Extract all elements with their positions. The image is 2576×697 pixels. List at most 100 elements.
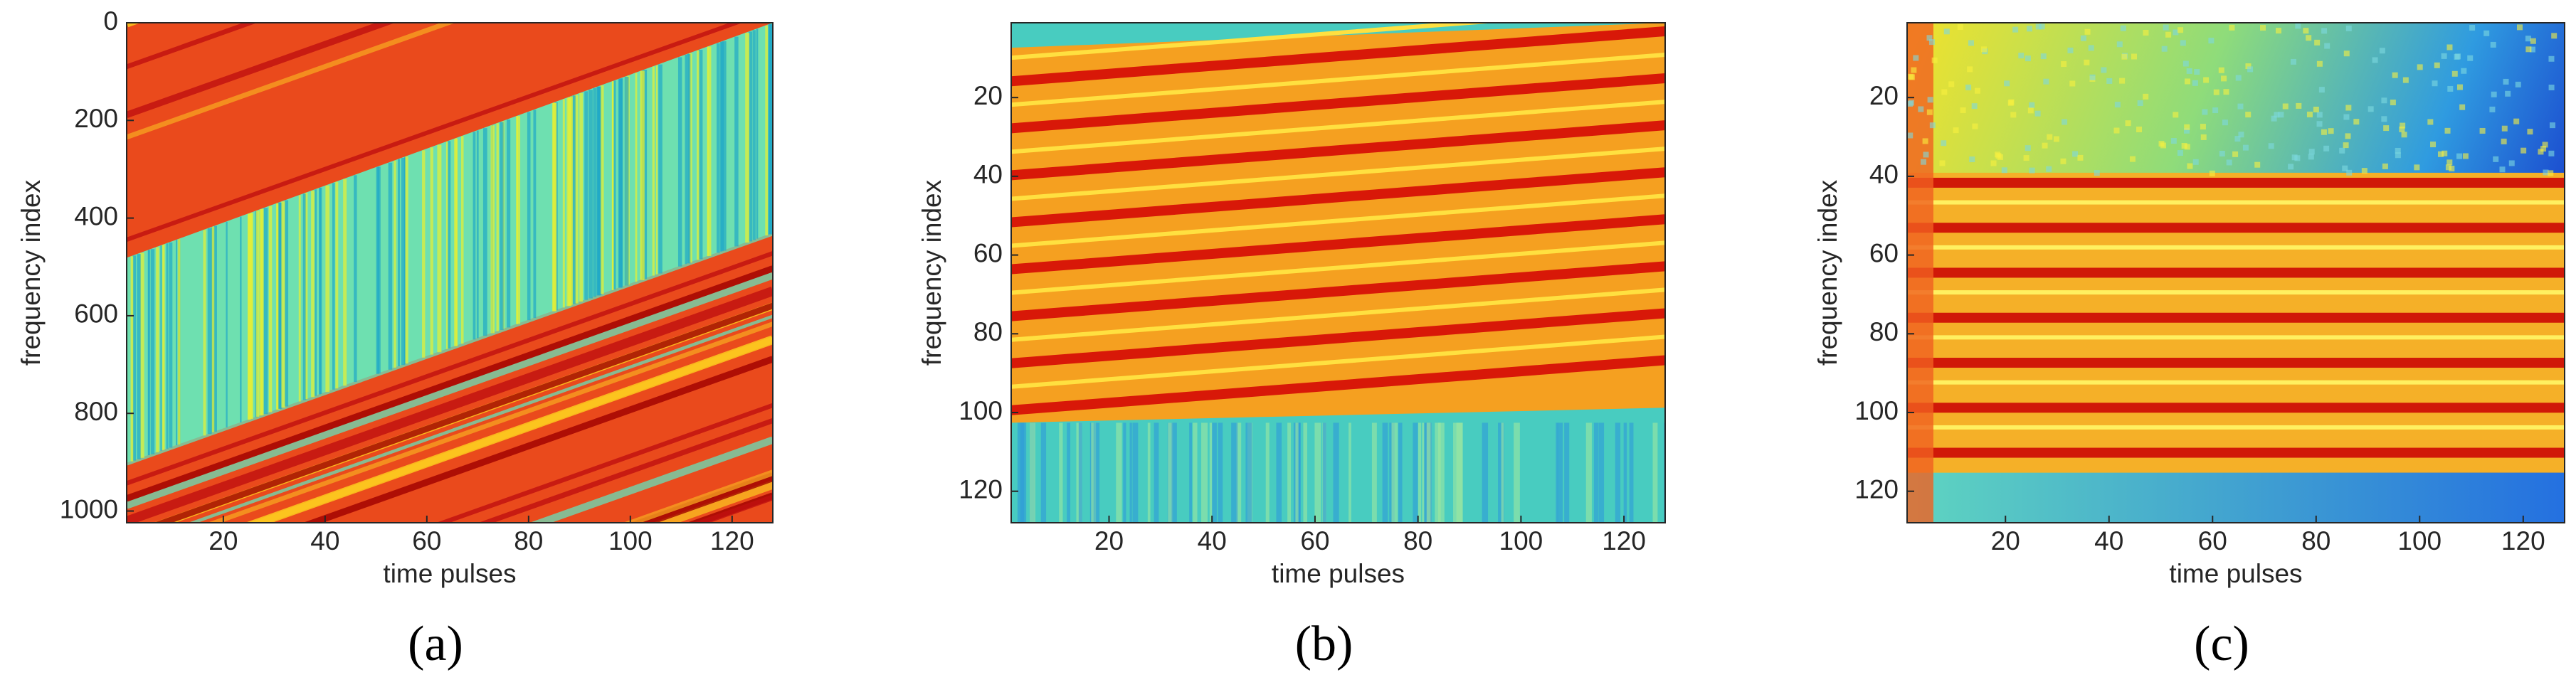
heatmap-stripe — [127, 23, 396, 118]
heatmap-stripe — [1011, 120, 1665, 181]
heatmap-speckle — [2069, 80, 2076, 87]
heatmap-speckle — [2525, 36, 2531, 42]
heatmap-stripe — [1171, 422, 1177, 523]
heatmap-stripe — [302, 356, 773, 523]
heatmap-speckle — [2516, 24, 2523, 31]
heatmap-stripe — [226, 221, 228, 427]
heatmap-speckle — [2053, 136, 2059, 142]
heatmap-speckle — [2178, 27, 2184, 33]
heatmap-speckle — [1923, 151, 1929, 158]
heatmap-speckle — [2034, 110, 2041, 117]
heatmap-speckle — [2372, 57, 2378, 63]
heatmap-speckle — [2564, 171, 2565, 178]
heatmap-stripe — [1422, 422, 1425, 523]
heatmap-stripe — [245, 335, 773, 523]
y-axis-label: frequency index — [16, 179, 46, 366]
heatmap-stripe — [1011, 214, 1665, 275]
heatmap-speckle — [1921, 159, 1927, 165]
heatmap-stripe — [127, 287, 773, 523]
heatmap-stripe — [1907, 290, 2565, 295]
heatmap-stripe — [207, 228, 212, 435]
heatmap-speckle — [1907, 101, 1913, 107]
heatmap-stripe — [1424, 422, 1427, 523]
y-tick-label: 0 — [103, 6, 118, 36]
heatmap-speckle — [2432, 80, 2438, 87]
heatmap-speckle — [2114, 102, 2121, 108]
heatmap-speckle — [2200, 134, 2207, 140]
heatmap-stripe — [281, 201, 286, 408]
heatmap-stripe — [1593, 422, 1599, 523]
heatmap-speckle — [2434, 62, 2440, 68]
heatmap-stripe — [1391, 422, 1398, 523]
heatmap-stripe — [1231, 422, 1238, 523]
heatmap-speckle — [2461, 68, 2467, 74]
heatmap-stripe — [1011, 100, 1665, 154]
heatmap-speckle — [2209, 170, 2215, 176]
heatmap-stripe — [624, 76, 629, 286]
y-axis-label: frequency index — [917, 179, 946, 366]
heatmap-speckle — [2395, 152, 2401, 159]
heatmap-speckle — [2368, 106, 2374, 112]
heatmap-stripe — [527, 112, 531, 321]
heatmap-stripe — [1498, 422, 1504, 523]
heatmap-speckle — [2084, 28, 2091, 35]
x-tick-label: 100 — [1499, 526, 1543, 555]
heatmap-speckle — [2499, 166, 2506, 173]
heatmap-stripe — [1907, 200, 2565, 205]
heatmap-stripe — [1011, 167, 1665, 228]
heatmap-speckle — [2290, 58, 2296, 65]
heatmap-speckle — [2525, 46, 2532, 53]
x-tick-label: 120 — [1602, 526, 1646, 555]
x-tick-label: 20 — [1991, 526, 2020, 555]
heatmap-stripe — [455, 138, 458, 346]
heatmap-stripe — [613, 80, 616, 289]
heatmap-stripe — [652, 66, 655, 276]
heatmap-stripe — [618, 79, 623, 288]
heatmap-stripe — [1059, 422, 1063, 523]
y-axis-label: frequency index — [1813, 179, 1842, 366]
heatmap-speckle — [1997, 154, 2003, 160]
heatmap-speckle — [2163, 24, 2169, 31]
heatmap-speckle — [2321, 129, 2327, 135]
heatmap-speckle — [2029, 167, 2035, 174]
heatmap-speckle — [2237, 103, 2244, 110]
heatmap-stripe — [376, 166, 379, 374]
heatmap-speckle — [2181, 142, 2187, 149]
heatmap-speckle — [2491, 91, 2497, 97]
heatmap-stripe — [1907, 223, 2565, 233]
heatmap-stripe — [574, 95, 579, 304]
heatmap-speckle — [2136, 127, 2143, 133]
heatmap-speckle — [2318, 87, 2325, 93]
heatmap-speckle — [1928, 39, 1935, 46]
heatmap-speckle — [2548, 150, 2555, 156]
heatmap-speckle — [2296, 102, 2302, 109]
heatmap-speckle — [2530, 38, 2536, 44]
heatmap-stripe — [677, 57, 682, 267]
heatmap-speckle — [2321, 28, 2328, 34]
heatmap-stripe — [1040, 422, 1047, 523]
heatmap-speckle — [2306, 35, 2312, 41]
heatmap-speckle — [2288, 164, 2294, 170]
heatmap-stripe — [127, 23, 258, 69]
x-axis-label: time pulses — [1272, 559, 1405, 588]
heatmap-stripe — [1295, 422, 1299, 523]
heatmap-stripe — [176, 240, 178, 446]
heatmap-stripe — [756, 28, 759, 239]
heatmap-stripe — [1154, 422, 1159, 523]
heatmap-stripe — [1907, 447, 2565, 458]
heatmap-speckle — [2392, 72, 2398, 78]
heatmap-speckle — [2328, 128, 2334, 134]
heatmap-speckle — [2187, 163, 2193, 169]
heatmap-speckle — [2106, 78, 2113, 84]
heatmap-speckle — [2417, 64, 2423, 70]
heatmap-speckle — [2202, 109, 2208, 115]
heatmap-stripe — [1011, 53, 1665, 107]
heatmap-speckle — [1927, 97, 1933, 103]
heatmap-stripe — [1907, 177, 2565, 188]
heatmap-speckle — [2489, 106, 2496, 112]
heatmap-stripe — [1020, 422, 1025, 523]
heatmap-speckle — [2501, 138, 2507, 144]
heatmap-speckle — [2121, 53, 2128, 60]
x-axis-label: time pulses — [383, 559, 516, 588]
